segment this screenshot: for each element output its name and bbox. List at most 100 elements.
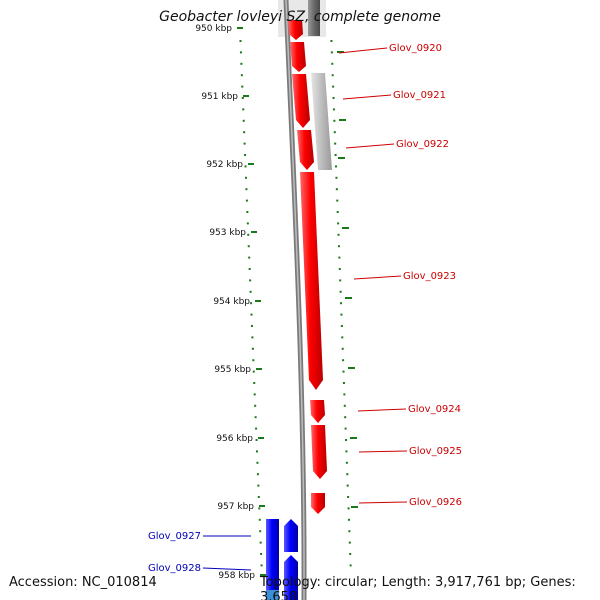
tick-label: 954 kbp: [213, 297, 250, 307]
inner-dot: [254, 416, 257, 419]
outer-dot: [340, 313, 343, 316]
gene-leader-line: [358, 450, 408, 453]
gene-leader-line: [202, 567, 252, 571]
outer-dot: [339, 290, 342, 293]
gene-label[interactable]: Glov_0923: [403, 271, 456, 282]
inner-dot: [241, 85, 244, 88]
gene-feature-0919: [288, 20, 303, 40]
outer-dot: [338, 268, 341, 270]
tick-dots: [239, 40, 358, 567]
outer-dot: [332, 85, 335, 88]
gene-feature-0921: [292, 74, 310, 128]
inner-dot: [252, 370, 255, 373]
gene-feature-0922: [297, 130, 314, 170]
inner-dot: [244, 154, 247, 156]
tick-label: 955 kbp: [214, 365, 251, 375]
inner-dot: [248, 268, 251, 270]
outer-dot: [348, 541, 351, 544]
gene-label[interactable]: Glov_0924: [408, 404, 461, 415]
inner-dot: [251, 336, 254, 339]
gene-label[interactable]: Glov_0922: [396, 139, 449, 150]
gene-features: [266, 20, 327, 600]
faded-gene-0921: [311, 73, 332, 170]
inner-dot: [250, 313, 253, 316]
inner-dot: [247, 245, 250, 248]
inner-dot: [255, 427, 258, 430]
inner-dot: [252, 359, 255, 362]
tick-label: 952 kbp: [206, 160, 243, 170]
inner-dot: [239, 40, 242, 42]
gene-feature-extra: [266, 590, 279, 600]
outer-dot: [330, 40, 333, 42]
gene-labels: Glov_0920 Glov_0921 Glov_0922 Glov_0923 Glov…: [148, 43, 462, 574]
faded-gene-top: [308, 0, 320, 36]
outer-dot: [335, 188, 338, 191]
inner-dot: [251, 347, 254, 350]
outer-dot: [344, 416, 347, 419]
outer-dot: [333, 131, 336, 134]
tick-label: 956 kbp: [216, 434, 253, 444]
outer-dot: [349, 564, 352, 567]
inner-dot: [256, 461, 259, 464]
inner-dot: [239, 51, 242, 54]
gene-feature-0925: [311, 425, 327, 479]
inner-dot: [249, 279, 252, 282]
outer-dot: [339, 279, 342, 282]
outer-dot: [340, 302, 343, 305]
outer-dot: [341, 347, 344, 350]
gene-label[interactable]: Glov_0927: [148, 531, 201, 542]
gene-feature-0927-box: [266, 519, 279, 600]
gene-feature-0920: [290, 42, 306, 72]
outer-dot: [345, 439, 348, 441]
gene-leader-line: [342, 94, 392, 100]
tick-label: 953 kbp: [209, 228, 246, 238]
tick-label: 957 kbp: [217, 502, 254, 512]
outer-dot: [342, 370, 345, 373]
inner-dot: [249, 290, 252, 293]
inner-dot: [259, 530, 262, 533]
outer-dot: [335, 165, 338, 168]
inner-dot: [259, 541, 262, 544]
outer-dot: [337, 233, 340, 236]
gene-label[interactable]: Glov_0920: [389, 43, 442, 54]
outer-dot: [344, 427, 347, 430]
gene-label[interactable]: Glov_0921: [393, 90, 446, 101]
inner-dot: [240, 62, 243, 65]
inner-dot: [253, 393, 256, 396]
inner-dot: [246, 211, 249, 213]
accession-text: Accession: NC_010814: [9, 575, 157, 590]
inner-dot: [260, 553, 263, 555]
outer-dot: [347, 518, 350, 521]
inner-dot: [247, 233, 250, 236]
outer-dot: [342, 382, 345, 384]
outer-dot: [337, 222, 340, 225]
gene-feature-0927: [284, 519, 298, 552]
inner-dot: [243, 142, 246, 145]
genome-backbone-highlight: [285, 0, 305, 600]
outer-dot: [346, 473, 349, 476]
outer-dot: [332, 108, 335, 111]
inner-dot: [260, 564, 263, 567]
gene-label[interactable]: Glov_0925: [409, 446, 462, 457]
gene-feature-0924: [310, 400, 325, 423]
map-title: Geobacter lovleyi SZ, complete genome: [159, 9, 441, 25]
inner-dot: [246, 222, 249, 225]
inner-dot: [240, 74, 243, 77]
inner-dot: [245, 188, 248, 191]
outer-dot: [343, 404, 346, 407]
inner-dot: [242, 108, 245, 111]
gene-label[interactable]: Glov_0928: [148, 563, 201, 574]
outer-dot: [331, 62, 334, 65]
outer-dot: [347, 496, 350, 498]
inner-dot: [245, 199, 248, 202]
gene-label[interactable]: Glov_0926: [409, 497, 462, 508]
outer-dot: [348, 530, 351, 533]
outer-dot: [342, 359, 345, 362]
outer-dot: [346, 484, 349, 487]
inner-dot: [250, 302, 253, 305]
outer-dot: [330, 51, 333, 54]
outer-dot: [332, 97, 335, 99]
inner-dot: [257, 484, 260, 487]
outer-dot: [335, 176, 338, 179]
outer-dot: [345, 450, 348, 453]
